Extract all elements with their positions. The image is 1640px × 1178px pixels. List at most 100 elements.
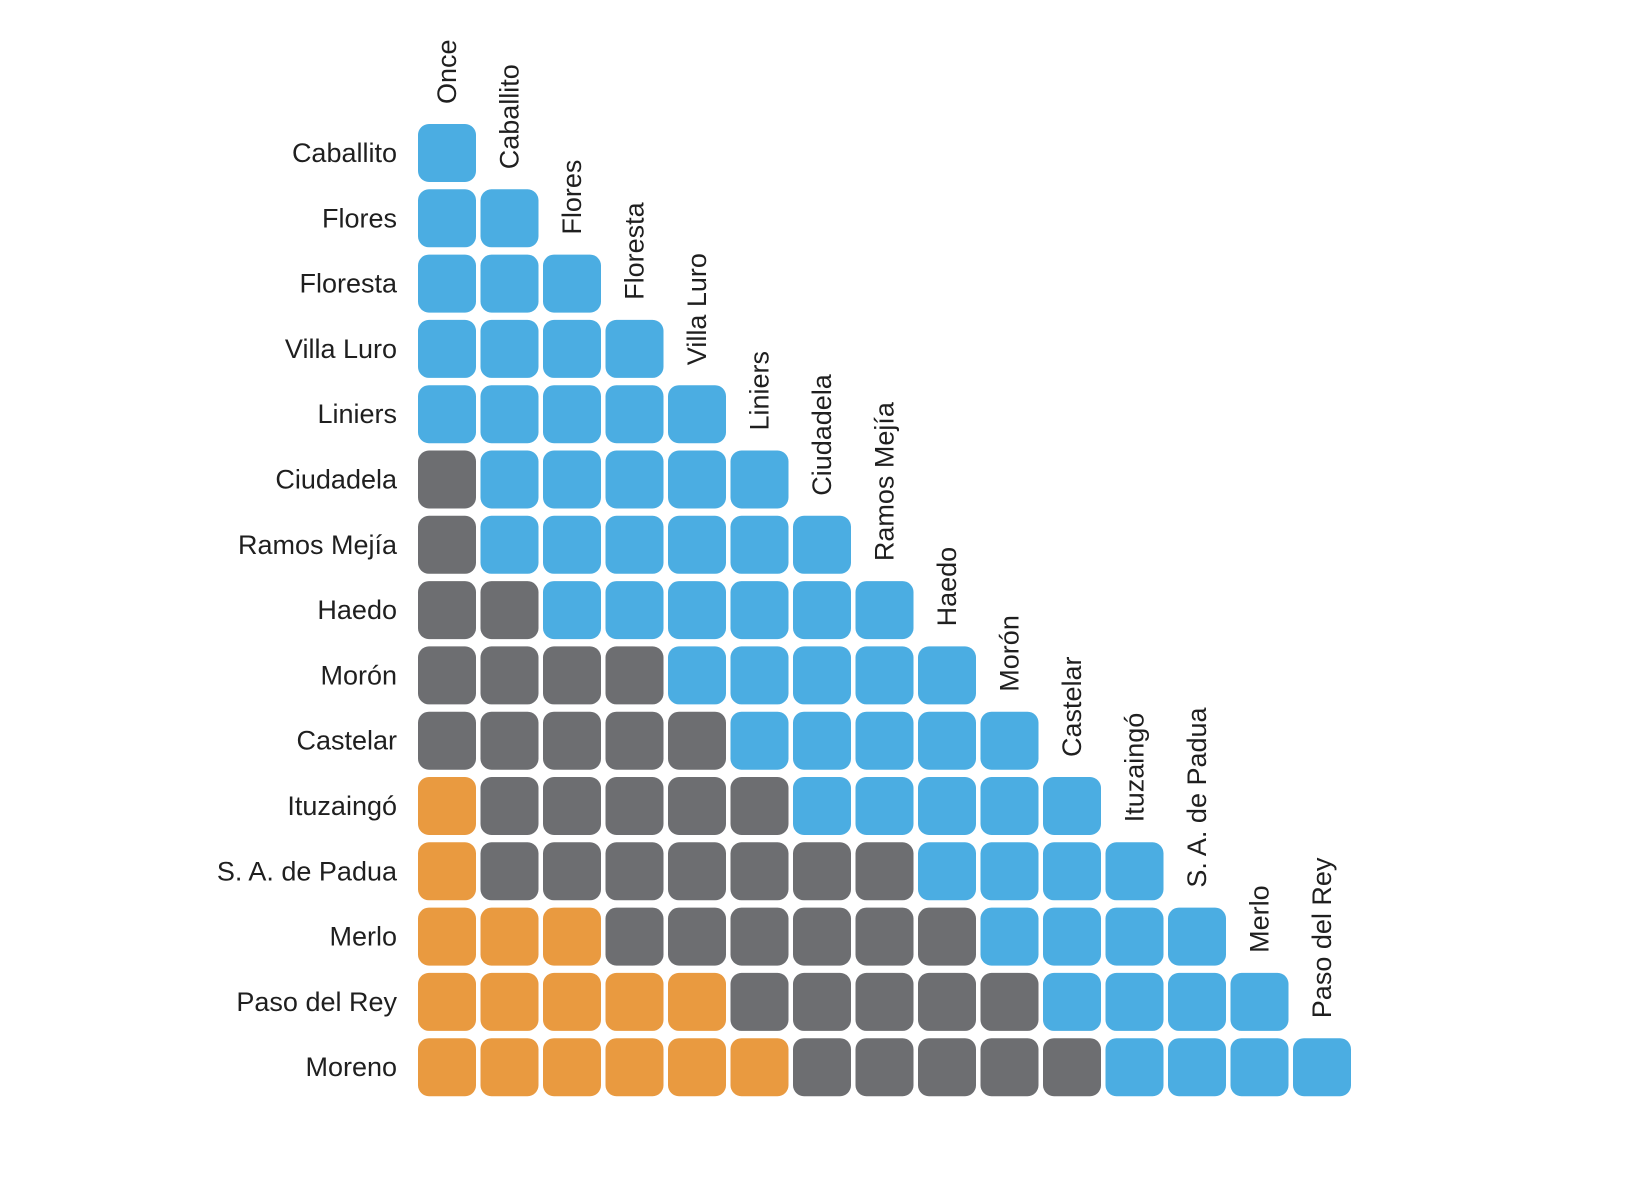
heatmap-cell bbox=[668, 972, 726, 1031]
heatmap-cell bbox=[418, 777, 476, 835]
heatmap-cell bbox=[855, 842, 914, 901]
heatmap-cell bbox=[793, 777, 851, 835]
heatmap-cell bbox=[793, 515, 851, 574]
heatmap-cell bbox=[668, 842, 726, 901]
heatmap-cell bbox=[605, 646, 664, 705]
heatmap-cell bbox=[1230, 972, 1289, 1031]
heatmap-cell bbox=[730, 515, 789, 574]
heatmap-cell bbox=[668, 385, 726, 444]
heatmap-cell bbox=[1230, 1038, 1289, 1097]
heatmap-cell bbox=[793, 972, 851, 1031]
heatmap-cell bbox=[543, 777, 601, 835]
heatmap-cell bbox=[980, 842, 1039, 901]
heatmap-cell bbox=[793, 711, 851, 770]
heatmap-cell bbox=[418, 1038, 476, 1097]
heatmap-cell bbox=[1043, 972, 1101, 1031]
heatmap-cell bbox=[418, 319, 476, 378]
heatmap-cell bbox=[480, 842, 539, 901]
heatmap-cell bbox=[418, 711, 476, 770]
heatmap-cell bbox=[668, 1038, 726, 1097]
heatmap-cell bbox=[605, 319, 664, 378]
heatmap-cell bbox=[855, 711, 914, 770]
column-label: Morón bbox=[995, 615, 1025, 692]
heatmap-cell bbox=[980, 711, 1039, 770]
heatmap-cell bbox=[480, 972, 539, 1031]
heatmap-cell bbox=[543, 972, 601, 1031]
heatmap-cell bbox=[855, 972, 914, 1031]
heatmap-cell bbox=[855, 581, 914, 640]
heatmap-cell bbox=[480, 907, 539, 966]
heatmap-cell bbox=[605, 450, 664, 509]
heatmap-cell bbox=[605, 515, 664, 574]
column-label: Liniers bbox=[745, 351, 775, 431]
heatmap-cell bbox=[730, 842, 789, 901]
heatmap-cell bbox=[980, 972, 1039, 1031]
heatmap-cell bbox=[1168, 907, 1226, 966]
row-label: S. A. de Padua bbox=[217, 856, 398, 886]
column-label: Ramos Mejía bbox=[870, 401, 900, 561]
heatmap-cell bbox=[793, 581, 851, 640]
heatmap-cell bbox=[918, 842, 976, 901]
column-label: Once bbox=[432, 39, 462, 104]
heatmap-cell bbox=[793, 646, 851, 705]
heatmap-cell bbox=[418, 189, 476, 248]
heatmap-cell bbox=[1043, 1038, 1101, 1097]
heatmap-cell bbox=[543, 907, 601, 966]
column-label: Floresta bbox=[620, 201, 650, 300]
heatmap-cell bbox=[605, 842, 664, 901]
column-label: Caballito bbox=[495, 64, 525, 169]
heatmap-cell bbox=[1168, 1038, 1226, 1097]
heatmap-cell bbox=[543, 581, 601, 640]
heatmap-cell bbox=[668, 515, 726, 574]
heatmap-cell bbox=[543, 646, 601, 705]
heatmap-cell bbox=[980, 777, 1039, 835]
row-label: Liniers bbox=[317, 399, 397, 429]
heatmap-cell bbox=[793, 907, 851, 966]
column-label: Ciudadela bbox=[807, 373, 837, 496]
heatmap-cell bbox=[918, 972, 976, 1031]
heatmap-cell bbox=[855, 907, 914, 966]
heatmap-cell bbox=[480, 450, 539, 509]
row-label: Morón bbox=[320, 660, 397, 690]
heatmap-cell bbox=[1105, 972, 1164, 1031]
heatmap-cell bbox=[730, 907, 789, 966]
row-label: Floresta bbox=[299, 269, 398, 299]
row-label: Haedo bbox=[317, 595, 397, 625]
heatmap-cell bbox=[730, 972, 789, 1031]
heatmap-cell bbox=[605, 972, 664, 1031]
heatmap-cell bbox=[418, 907, 476, 966]
heatmap-cell bbox=[1043, 842, 1101, 901]
column-label: Ituzaingó bbox=[1120, 713, 1150, 823]
heatmap-cell bbox=[1105, 842, 1164, 901]
heatmap-cell bbox=[668, 450, 726, 509]
heatmap-cell bbox=[730, 646, 789, 705]
column-label: S. A. de Padua bbox=[1182, 706, 1212, 887]
heatmap-cell bbox=[480, 777, 539, 835]
heatmap-cell bbox=[418, 385, 476, 444]
heatmap-cell bbox=[793, 842, 851, 901]
heatmap-cell bbox=[605, 581, 664, 640]
heatmap-cell bbox=[543, 1038, 601, 1097]
row-label: Caballito bbox=[292, 138, 397, 168]
heatmap-cell bbox=[668, 581, 726, 640]
heatmap-cell bbox=[918, 646, 976, 705]
heatmap-cell bbox=[730, 450, 789, 509]
heatmap-cell bbox=[480, 515, 539, 574]
heatmap-cell bbox=[918, 1038, 976, 1097]
heatmap-cell bbox=[1105, 1038, 1164, 1097]
heatmap-cell bbox=[543, 842, 601, 901]
heatmap-cell bbox=[918, 907, 976, 966]
heatmap-cell bbox=[480, 254, 539, 313]
heatmap-cell bbox=[418, 972, 476, 1031]
heatmap-cell bbox=[543, 711, 601, 770]
heatmap-cell bbox=[668, 907, 726, 966]
row-label: Moreno bbox=[305, 1052, 397, 1082]
row-label: Villa Luro bbox=[285, 334, 397, 364]
heatmap-cell bbox=[480, 385, 539, 444]
column-label: Castelar bbox=[1057, 656, 1087, 757]
heatmap-cell bbox=[1168, 972, 1226, 1031]
heatmap-cell bbox=[730, 711, 789, 770]
heatmap-cell bbox=[918, 777, 976, 835]
row-label: Castelar bbox=[296, 726, 397, 756]
